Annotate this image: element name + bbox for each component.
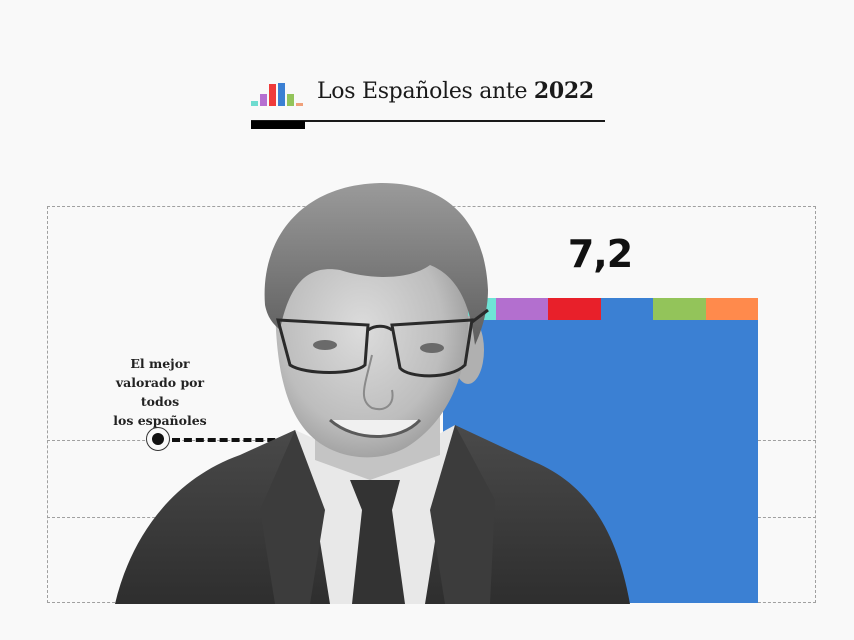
bar-top-strip-segment (653, 297, 706, 320)
face (274, 224, 469, 458)
hair (264, 182, 488, 345)
bar-top-strip-segment (600, 297, 653, 320)
annotation-dot (152, 433, 164, 445)
lapel-right (430, 425, 495, 604)
annotation-line: El mejor (130, 356, 190, 371)
bar-value-label: 7,2 (567, 232, 633, 276)
annotation-line: valorado por todos (115, 375, 205, 409)
annotation-line: los españoles (113, 413, 207, 428)
logo-bar (278, 83, 285, 106)
glasses-icon (276, 308, 489, 378)
lapel-left (260, 430, 325, 604)
bar-chart-logo-icon (251, 80, 307, 106)
bar-top-strip-segment (495, 297, 548, 320)
header: Los Españoles ante 2022 (251, 78, 605, 130)
title-prefix: Los Españoles ante (317, 79, 534, 104)
logo-bar (260, 94, 267, 106)
annotation-marker (146, 427, 170, 451)
title-underline (251, 120, 605, 122)
bar-top-strip-segment (705, 297, 758, 320)
logo-bar (296, 103, 303, 106)
annotation-text: El mejor valorado por todos los españole… (100, 354, 220, 430)
logo-bar (251, 101, 258, 106)
logo-bar (287, 94, 294, 106)
tie (350, 480, 405, 604)
person-photo (115, 182, 630, 604)
title-underline-accent (251, 121, 305, 129)
page-title: Los Españoles ante 2022 (317, 78, 594, 104)
title-year: 2022 (533, 78, 594, 104)
logo-bar (269, 84, 276, 106)
bar-top-strip-segment (548, 297, 601, 320)
